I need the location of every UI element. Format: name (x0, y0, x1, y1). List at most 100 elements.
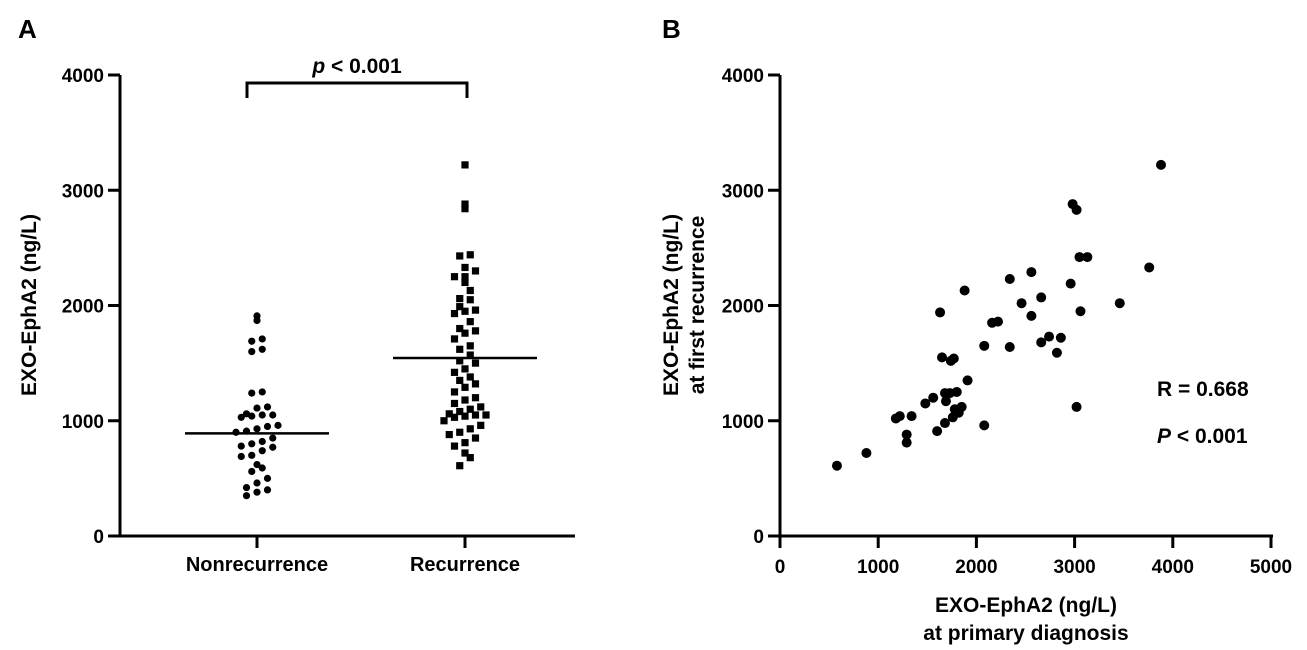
nonrecurrence-point (258, 447, 266, 455)
nonrecurrence-point (269, 443, 277, 451)
bracket-p-threshold: < 0.001 (325, 55, 402, 78)
nonrecurrence-point (253, 316, 261, 325)
scatter-point (1026, 267, 1037, 278)
correlation-r-value: R = 0.668 (1157, 378, 1249, 401)
scatter-point (951, 386, 962, 397)
panel-b-y-axis-title-line1: EXO-EphA2 (ng/L) (660, 214, 683, 396)
nonrecurrence-point (258, 411, 266, 419)
recurrence-point (471, 411, 480, 419)
nonrecurrence-point (274, 421, 282, 429)
recurrence-point (461, 263, 469, 272)
scatter-point (901, 437, 912, 448)
recurrence-point (445, 430, 453, 439)
panel-b-x-axis-title-line1: EXO-EphA2 (ng/L) (935, 594, 1117, 617)
panel-b-y-tick-label: 1000 (722, 412, 764, 433)
nonrecurrence-point (258, 464, 266, 472)
recurrence-point (450, 368, 459, 376)
recurrence-point (461, 273, 469, 281)
panel-a-y-ticks: 0 1000 2000 3000 4000 (62, 66, 120, 548)
recurrence-point (461, 205, 469, 213)
nonrecurrence-point (253, 488, 261, 496)
scatter-point (948, 353, 959, 364)
scatter-point (962, 375, 973, 386)
scatter-point (1004, 341, 1015, 352)
recurrence-point (471, 434, 480, 442)
nonrecurrence-point (258, 388, 266, 396)
scatter-point (939, 418, 950, 429)
correlation-p-value: P < 0.001 (1157, 425, 1248, 448)
panel-b-x-tick-label: 3000 (1053, 557, 1095, 578)
recurrence-point (456, 345, 464, 353)
scatter-point (1044, 331, 1055, 342)
recurrence-point (461, 329, 469, 337)
correlation-p-threshold: < 0.001 (1171, 425, 1248, 448)
x-category-nonrecurrence: Nonrecurrence (186, 554, 328, 576)
recurrence-point (461, 439, 469, 447)
scatter-point (979, 420, 990, 431)
recurrence-point (461, 383, 469, 391)
recurrence-point (456, 407, 464, 416)
recurrence-point (471, 306, 480, 314)
nonrecurrence-point (248, 412, 256, 420)
bracket-line (245, 81, 469, 98)
recurrence-point (445, 410, 453, 418)
recurrence-point (456, 428, 464, 436)
scatter-point (861, 448, 872, 459)
panel-b-scatter: B EXO-EphA2 (ng/L) at first recurrence 0… (660, 14, 1292, 645)
panel-a-y-tick-label: 4000 (62, 66, 104, 87)
recurrence-point (471, 394, 480, 402)
recurrence-point (461, 200, 469, 208)
panel-b-x-tick-label: 4000 (1152, 557, 1194, 578)
panel-a-x-categories: Nonrecurrence Recurrence (186, 536, 520, 576)
recurrence-point (466, 405, 474, 413)
nonrecurrence-point (263, 403, 272, 411)
scatter-point (1026, 310, 1037, 321)
significance-bracket: p < 0.001 (245, 55, 469, 98)
scatter-point (831, 460, 842, 471)
nonrecurrence-point (237, 413, 245, 421)
recurrence-point (456, 294, 464, 303)
panel-b-letter: B (662, 14, 681, 44)
recurrence-point (456, 324, 464, 333)
panel-a-points (232, 161, 490, 500)
recurrence-point (450, 399, 459, 408)
nonrecurrence-point (242, 492, 251, 500)
panel-b-x-ticks: 0 1000 2000 3000 4000 5000 (775, 536, 1292, 578)
panel-a-y-axis-title: EXO-EphA2 (ng/L) (18, 214, 41, 396)
recurrence-point (456, 462, 464, 470)
nonrecurrence-point (263, 422, 272, 431)
recurrence-point (466, 342, 474, 350)
scatter-point (1074, 252, 1085, 263)
scatter-point (956, 401, 967, 412)
recurrence-point (461, 278, 469, 287)
scatter-point (1016, 298, 1027, 309)
scatter-point (959, 285, 970, 296)
recurrence-point (461, 449, 469, 457)
scatter-point (940, 396, 951, 407)
recurrence-point (456, 376, 464, 385)
nonrecurrence-point (253, 460, 261, 469)
scatter-point (937, 352, 948, 363)
panel-b-y-tick-label: 2000 (722, 297, 764, 318)
recurrence-point (466, 251, 474, 259)
recurrence-point (471, 380, 480, 388)
recurrence-point (461, 365, 469, 373)
nonrecurrence-point (248, 348, 256, 356)
recurrence-point (466, 454, 474, 462)
scatter-point (1114, 298, 1125, 309)
nonrecurrence-point (237, 442, 245, 450)
nonrecurrence-point (248, 467, 256, 476)
scatter-point (932, 426, 943, 437)
scatter-point (1075, 306, 1086, 317)
panel-b-x-tick-label: 1000 (857, 557, 899, 578)
nonrecurrence-point (253, 479, 261, 487)
recurrence-point (461, 161, 469, 169)
recurrence-point (456, 303, 464, 311)
panel-b-x-tick-label: 2000 (955, 557, 997, 578)
panel-b-y-ticks: 0 1000 2000 3000 4000 (722, 66, 780, 548)
nonrecurrence-point (269, 434, 277, 442)
recurrence-point (466, 351, 474, 359)
nonrecurrence-point (258, 437, 266, 446)
recurrence-point (461, 396, 469, 404)
